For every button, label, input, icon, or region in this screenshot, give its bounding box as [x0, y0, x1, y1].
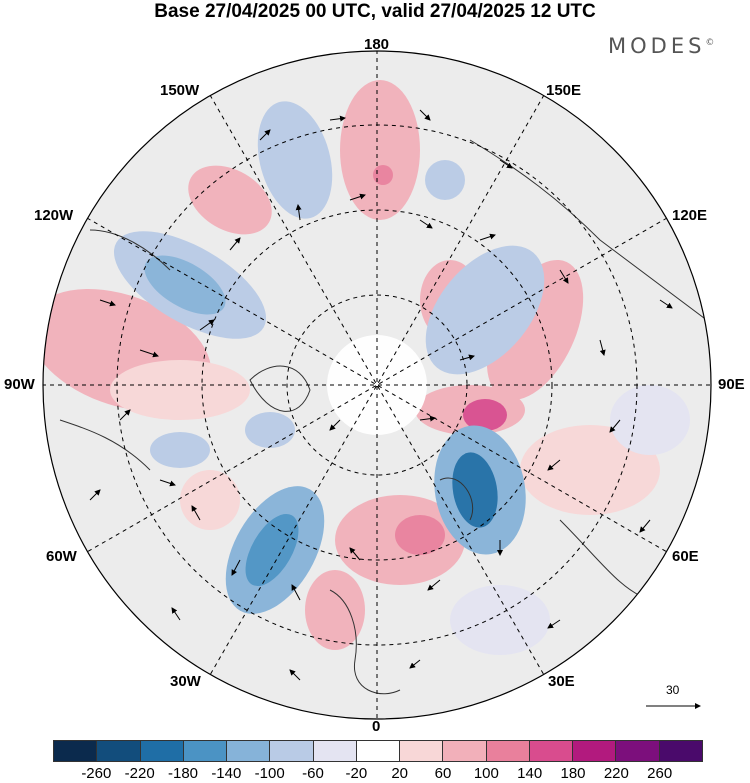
colorbar-swatch	[54, 741, 98, 761]
colorbar-tick-label: 20	[391, 765, 408, 782]
anomaly-shading	[43, 80, 690, 655]
grid-lines	[43, 51, 711, 719]
colorbar-swatch	[486, 741, 530, 761]
colorbar-swatch	[140, 741, 184, 761]
lon-label-150w: 150W	[160, 82, 200, 99]
colorbar-swatch	[529, 741, 574, 761]
colorbar-tick-label: -140	[211, 765, 242, 782]
colorbar-swatch	[443, 741, 487, 761]
colorbar-swatch	[659, 741, 702, 761]
colorbar-swatch	[97, 741, 141, 761]
colorbar-swatch	[313, 741, 357, 761]
colorbar-tick-label: 260	[647, 765, 673, 782]
colorbar-tick-label: -180	[167, 765, 199, 782]
polar-map	[42, 50, 712, 720]
lon-label-30e: 30E	[548, 673, 575, 690]
map-border	[42, 50, 712, 720]
colorbar-tick-label: -220	[124, 765, 155, 782]
colorbar-tick-label: 220	[603, 765, 629, 782]
lon-label-60w: 60W	[46, 548, 77, 565]
lon-label-30w: 30W	[170, 673, 201, 690]
colorbar-swatch	[356, 741, 401, 761]
colorbar-swatch	[616, 741, 660, 761]
lon-label-120e: 120E	[672, 207, 708, 224]
vector-scale-label: 30	[666, 683, 680, 697]
colorbar-swatch	[227, 741, 271, 761]
colorbar-tick-label: 100	[473, 765, 499, 782]
chart-title: Base 27/04/2025 00 UTC, valid 27/04/2025…	[154, 1, 596, 22]
colorbar-tick-label: -60	[302, 765, 324, 782]
colorbar-swatch	[573, 741, 617, 761]
colorbar-tick-label: 180	[560, 765, 586, 782]
lon-label-90e: 90E	[718, 376, 745, 393]
modes-logo: MODES©	[608, 34, 714, 58]
colorbar-tick-label: -100	[254, 765, 285, 782]
wind-vectors	[89, 109, 673, 681]
lon-label-0: 0	[372, 718, 381, 735]
colorbar	[53, 740, 703, 762]
colorbar-swatch	[400, 741, 444, 761]
colorbar-tick-label: -20	[345, 765, 368, 782]
lon-label-150e: 150E	[546, 82, 582, 99]
colorbar-tick-label: -260	[81, 765, 112, 782]
lon-label-90w: 90W	[4, 376, 35, 393]
copyright-mark: ©	[705, 38, 715, 48]
colorbar-tick-label: 140	[517, 765, 543, 782]
colorbar-swatch	[270, 741, 314, 761]
lon-label-60e: 60E	[672, 548, 699, 565]
colorbar-tick-label: 60	[434, 765, 452, 782]
coastlines	[59, 139, 711, 695]
colorbar-swatch	[183, 741, 228, 761]
lon-label-180: 180	[364, 36, 390, 53]
lon-label-120w: 120W	[34, 207, 74, 224]
brand-text: MODES	[608, 34, 706, 58]
